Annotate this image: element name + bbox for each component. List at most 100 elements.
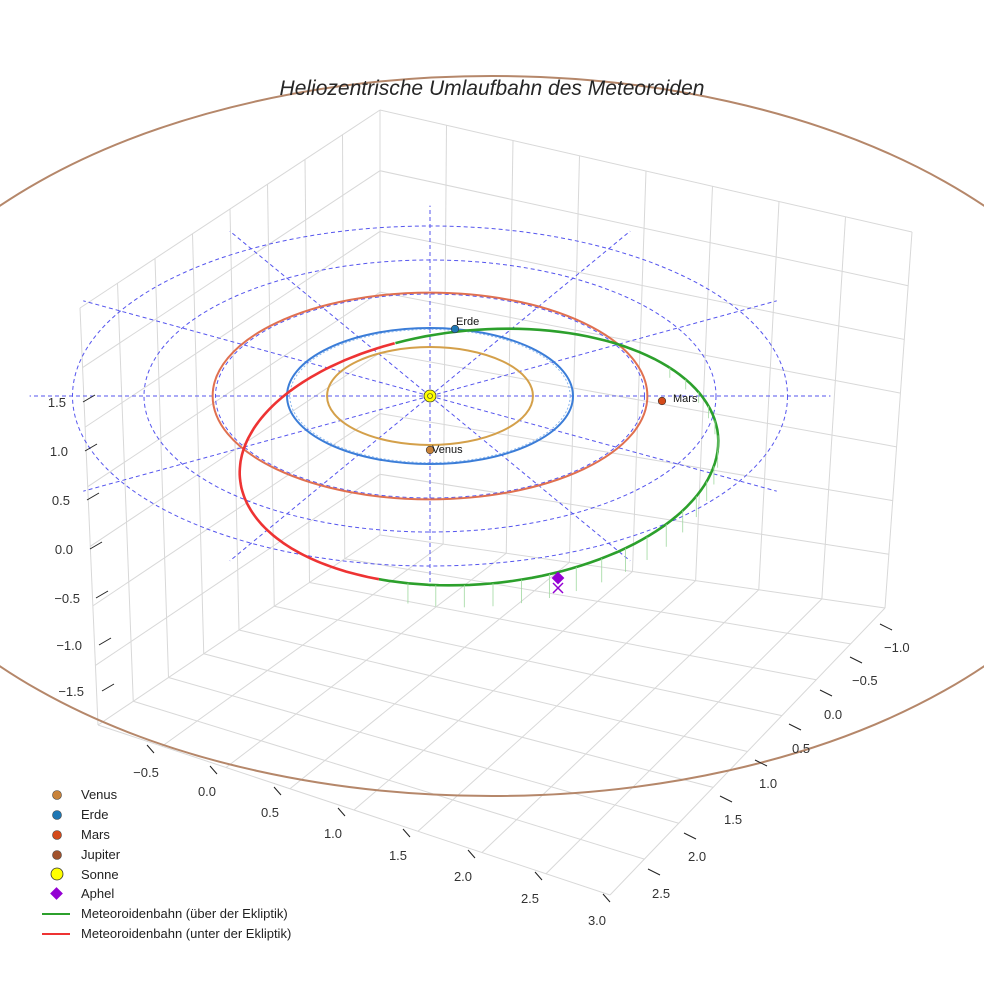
legend-label: Aphel: [81, 886, 114, 901]
pane-grid-line: [225, 552, 507, 768]
legend-marker-sonne: [50, 867, 64, 881]
reference-radial-line: [429, 300, 777, 397]
y-tick-label: 0.5: [792, 741, 810, 756]
z-tick-mark: [84, 443, 98, 452]
pane-grid-line: [82, 170, 381, 368]
marker-venus: [425, 445, 435, 455]
pane-edge: [884, 231, 913, 609]
y-tick-mark: [819, 689, 833, 697]
y-tick-label: 2.5: [652, 886, 670, 901]
z-tick-mark: [95, 590, 109, 599]
z-tick-label: −1.0: [56, 638, 82, 653]
pane-grid-line: [442, 125, 447, 545]
pane-grid-line: [505, 140, 514, 554]
y-tick-label: 0.0: [824, 707, 842, 722]
legend-marker-erde: [52, 810, 62, 820]
pane-grid-line: [229, 208, 240, 631]
reference-radial-line: [429, 230, 631, 397]
z-tick-label: 0.5: [52, 493, 70, 508]
y-tick-mark: [719, 795, 733, 803]
x-tick-mark: [534, 871, 543, 881]
y-tick-label: 2.0: [688, 849, 706, 864]
pane-grid-line: [379, 473, 889, 555]
reference-radial-line: [229, 230, 431, 397]
chart-title: Heliozentrische Umlaufbahn des Meteoroid…: [280, 77, 705, 100]
pane-grid-line: [417, 580, 696, 832]
meteoroid-orbit: [238, 327, 720, 608]
pane-grid-line: [304, 159, 310, 583]
x-tick-mark: [602, 893, 611, 903]
marker-erde: [450, 324, 460, 334]
orbit-venus: [326, 346, 534, 446]
y-tick-label: −0.5: [852, 673, 878, 688]
pane-grid-line: [379, 352, 897, 448]
x-tick-mark: [337, 807, 346, 817]
z-tick-mark: [98, 637, 112, 646]
y-tick-mark: [788, 723, 802, 731]
y-tick-label: 1.0: [759, 776, 777, 791]
y-tick-label: −1.0: [884, 640, 910, 655]
z-tick-label: 1.0: [50, 444, 68, 459]
x-tick-label: 1.0: [324, 826, 342, 841]
legend-marker-jupiter: [52, 850, 62, 860]
axis-ticks: [82, 394, 893, 903]
x-tick-label: 1.5: [389, 848, 407, 863]
orbit-erde-inner: [289, 328, 571, 464]
pane-grid-line: [379, 291, 901, 394]
pane-grid-line: [821, 216, 846, 599]
legend-label: Meteoroidenbahn (unter der Ekliptik): [81, 926, 291, 941]
meteoroid-orbit-below: [238, 342, 396, 581]
pane-grid-line: [95, 473, 381, 666]
pane-grid-line: [695, 186, 713, 581]
reference-radial-line: [83, 300, 431, 397]
z-tick-mark: [101, 683, 115, 692]
label-mars: Mars: [673, 393, 698, 405]
marker-sonne: [423, 389, 437, 403]
y-tick-mark: [683, 832, 697, 840]
legend-label: Erde: [81, 807, 108, 822]
marker-mars: [657, 396, 667, 406]
pane-grid-line: [289, 561, 570, 790]
z-tick-label: 0.0: [55, 542, 73, 557]
y-tick-mark: [647, 868, 661, 876]
orbit-erde: [286, 327, 574, 465]
label-venus: Venus: [432, 444, 463, 456]
x-tick-label: −0.5: [133, 765, 159, 780]
pane-grid-line: [568, 155, 580, 563]
planet-orbits: [211, 291, 649, 501]
y-tick-mark: [879, 623, 893, 631]
pane-grid-line: [161, 543, 444, 747]
pane-grid-line: [267, 184, 275, 607]
legend-label: Jupiter: [81, 847, 121, 862]
pane-grid-line: [87, 291, 381, 488]
ecliptic-reference-grid: [29, 205, 831, 587]
pane-grid-line: [342, 134, 346, 559]
legend-label: Sonne: [81, 867, 119, 882]
x-tick-mark: [146, 744, 155, 754]
pane-grid-line: [154, 258, 169, 678]
pane-grid-line: [117, 283, 134, 702]
x-tick-mark: [467, 849, 476, 859]
x-tick-label: 0.5: [261, 805, 279, 820]
legend-label: Mars: [81, 827, 110, 842]
pane-grid-line: [353, 571, 633, 811]
legend: Venus Erde Mars Jupiter Sonne Aphel Mete…: [42, 787, 291, 941]
z-tick-label: −0.5: [54, 591, 80, 606]
pane-grid: [79, 109, 913, 896]
reference-circle: [215, 293, 645, 499]
pane-grid-line: [379, 170, 909, 287]
reference-radial-line: [229, 395, 431, 562]
jupiter-orbit: [0, 75, 984, 797]
x-tick-label: 2.5: [521, 891, 539, 906]
x-tick-mark: [273, 786, 282, 796]
legend-marker-venus: [52, 790, 62, 800]
legend-marker-mars: [52, 830, 62, 840]
pane-grid-line: [481, 589, 760, 853]
legend-label: Meteoroidenbahn (über der Ekliptik): [81, 906, 288, 921]
pane-grid-line: [90, 352, 381, 547]
z-tick-mark: [86, 492, 100, 501]
x-tick-label: 0.0: [198, 784, 216, 799]
z-tick-label: 1.5: [48, 395, 66, 410]
pane-grid-line: [379, 230, 905, 340]
z-tick-mark: [82, 394, 96, 403]
